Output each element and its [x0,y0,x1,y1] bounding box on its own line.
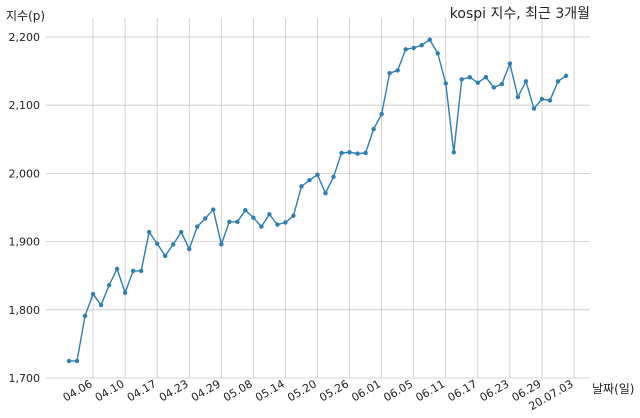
data-point [154,241,160,246]
data-point [179,229,184,235]
data-point [138,268,144,274]
y-tick-label: 1,900 [9,236,41,249]
data-point [539,96,545,102]
data-point [315,172,320,177]
data-point [443,81,448,86]
data-point [339,150,344,156]
data-point [283,220,288,225]
x-gridlines [92,18,575,378]
y-tick-label: 1,800 [9,304,41,317]
data-point [106,283,112,288]
data-point [98,302,104,308]
data-point [219,242,224,247]
data-point [291,213,296,218]
data-point [275,222,280,227]
data-point [259,224,264,229]
data-point [82,313,88,319]
data-point [251,215,256,220]
x-axis-label: 날짜(일) [592,382,634,396]
data-point [195,224,200,229]
data-point [451,150,456,155]
data-point [363,150,368,156]
chart-title: kospi 지수, 최근 3개월 [450,6,590,22]
data-point [267,212,272,217]
data-point [235,219,240,225]
data-point [90,291,96,297]
data-point [515,94,521,100]
data-point [459,77,464,82]
data-point [379,111,384,117]
data-point [323,190,328,196]
data-point [395,68,400,73]
data-point [146,229,152,235]
y-gridlines [46,36,590,379]
y-tick-labels: 1,700 1,800 1,900 2,000 2,100 2,200 [9,31,41,385]
y-tick-label: 2,200 [9,31,41,44]
data-point [299,184,304,189]
data-point [547,98,553,103]
data-point [74,358,80,364]
data-point [130,268,136,274]
data-point [467,75,473,80]
data-point [307,178,312,183]
data-point [187,246,192,252]
data-point [171,242,176,247]
data-point [211,207,216,212]
data-point [499,81,505,87]
data-point [66,358,72,364]
data-point [387,70,392,76]
y-tick-label: 1,700 [9,372,41,385]
data-point [491,85,497,90]
data-point [347,150,352,155]
data-point [427,37,432,42]
data-point [531,106,537,111]
data-point [507,61,513,66]
data-point [435,51,440,56]
data-point [371,126,376,132]
data-point [483,75,489,80]
data-point [122,290,128,295]
data-point [162,253,168,259]
data-point [331,174,336,180]
data-point [563,73,569,79]
data-point [403,47,408,52]
data-point [243,208,248,213]
data-point [523,79,529,84]
data-point [475,80,481,85]
data-point [419,42,424,48]
data-point [227,219,232,225]
data-point [203,216,208,221]
y-axis-label: 지수(p) [6,9,45,23]
data-point [114,266,120,272]
data-point [411,45,416,51]
y-tick-label: 2,100 [9,99,41,112]
data-point [355,151,360,156]
y-tick-label: 2,000 [9,167,41,180]
series-points [66,37,569,364]
data-point [555,79,561,84]
